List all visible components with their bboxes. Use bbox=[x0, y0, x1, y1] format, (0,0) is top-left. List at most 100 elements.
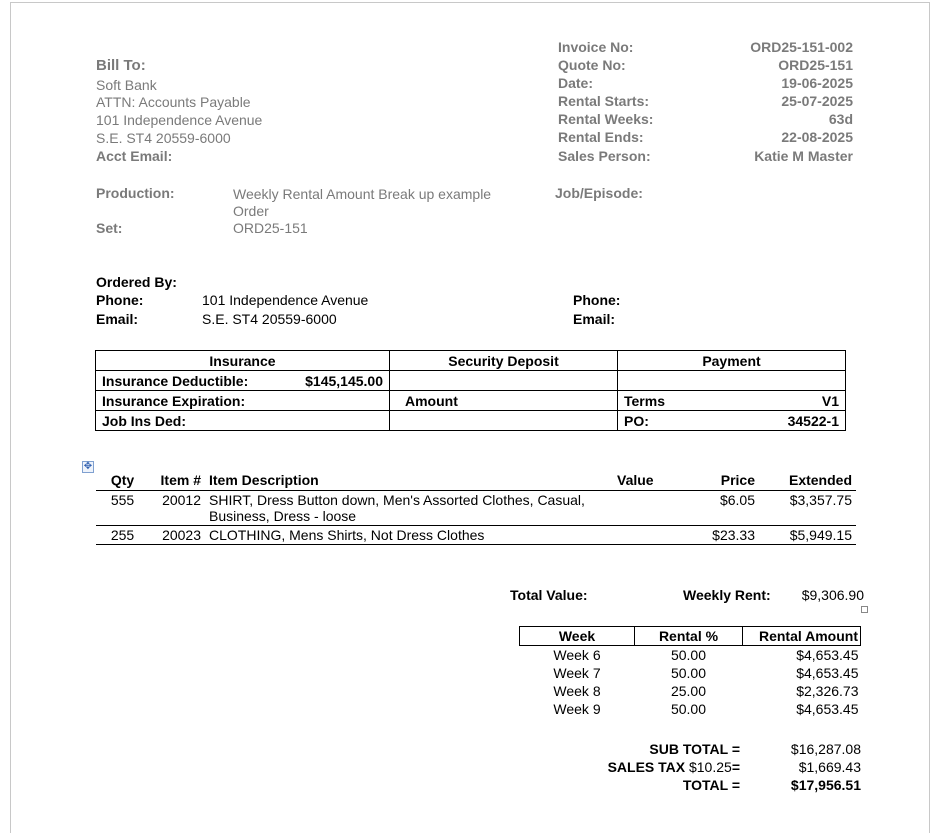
amount-cell: $4,653.45 bbox=[796, 701, 859, 717]
terms-label: Terms bbox=[624, 392, 665, 409]
date-value: 19-06-2025 bbox=[781, 75, 853, 91]
email2-label: Email: bbox=[573, 311, 616, 327]
set-value: ORD25-151 bbox=[233, 220, 308, 236]
description-cell: SHIRT, Dress Button down, Men's Assorted… bbox=[205, 490, 613, 526]
amount-cell: $2,326.73 bbox=[796, 683, 859, 699]
sales-person-label: Sales Person: bbox=[558, 148, 651, 164]
rental-ends-value: 22-08-2025 bbox=[781, 129, 853, 145]
items-table: Qty Item # Item Description Value Price … bbox=[96, 470, 856, 545]
table-row: Week 6 50.00 $4,653.45 bbox=[520, 646, 861, 665]
items-header-row: Qty Item # Item Description Value Price … bbox=[96, 470, 856, 491]
value-header: Value bbox=[613, 470, 681, 491]
quote-no-label: Quote No: bbox=[558, 57, 626, 73]
email-label: Email: bbox=[96, 311, 139, 327]
job-episode-label: Job/Episode: bbox=[555, 185, 643, 201]
total-value-label: Total Value: bbox=[510, 587, 588, 603]
table-row: Week 7 50.00 $4,653.45 bbox=[520, 664, 861, 682]
extended-header: Extended bbox=[759, 470, 856, 491]
po-label: PO: bbox=[624, 412, 649, 429]
production-value: Weekly Rental Amount Break up example bbox=[233, 186, 492, 202]
bill-to-label: Bill To: bbox=[96, 57, 146, 74]
rental-weeks-label: Rental Weeks: bbox=[558, 111, 654, 127]
amount-cell: $4,653.45 bbox=[796, 647, 859, 663]
item-number-cell: 20023 bbox=[149, 525, 205, 545]
subtotal-label: SUB TOTAL = bbox=[649, 741, 740, 757]
table-row: 555 20012 SHIRT, Dress Button down, Men'… bbox=[96, 490, 856, 526]
amount-cell: $4,653.45 bbox=[796, 665, 859, 681]
description-cell: CLOTHING, Mens Shirts, Not Dress Clothes bbox=[205, 525, 613, 545]
set-label: Set: bbox=[96, 220, 123, 236]
weekly-rent-label: Weekly Rent: bbox=[683, 587, 771, 603]
week-cell: Week 8 bbox=[553, 683, 601, 699]
sales-tax-value: $1,669.43 bbox=[798, 759, 861, 775]
date-label: Date: bbox=[558, 75, 594, 91]
payment-header: Payment bbox=[617, 350, 846, 371]
rental-weeks-value: 63d bbox=[828, 111, 853, 127]
insurance-deductible-label: Insurance Deductible: bbox=[102, 372, 249, 389]
security-deposit-header: Security Deposit bbox=[389, 350, 618, 371]
value-cell bbox=[613, 490, 681, 526]
insurance-expiration-label: Insurance Expiration: bbox=[95, 390, 390, 411]
weekly-rental-table: Week Rental % Rental Amount Week 6 50.00 $… bbox=[519, 626, 861, 718]
document-page bbox=[10, 2, 930, 833]
sales-tax: SALES TAX $10.25= bbox=[560, 759, 740, 775]
bill-to-name: Soft Bank bbox=[96, 77, 157, 93]
subtotal-value: $16,287.08 bbox=[790, 741, 861, 757]
invoice-no-label: Invoice No: bbox=[558, 39, 634, 55]
po: PO: 34522-1 bbox=[617, 410, 846, 431]
description-line: Business, Dress - loose bbox=[209, 508, 357, 524]
qty-header: Qty bbox=[96, 470, 149, 491]
item-number-cell: 20012 bbox=[149, 490, 205, 526]
qty-cell: 555 bbox=[96, 490, 149, 526]
insurance-deductible: Insurance Deductible: $145,145.00 bbox=[95, 370, 390, 391]
production-label: Production: bbox=[96, 185, 175, 201]
amount-cell bbox=[389, 410, 618, 431]
sales-person-value: Katie M Master bbox=[754, 148, 853, 164]
phone2-label: Phone: bbox=[573, 292, 621, 308]
sales-tax-rate: $10.25 bbox=[688, 759, 732, 775]
payment-cell bbox=[617, 370, 846, 391]
extended-cell: $5,949.15 bbox=[759, 525, 856, 545]
deposit-cell bbox=[389, 370, 618, 391]
insurance-header: Insurance bbox=[95, 350, 390, 371]
rental-pct-header: Rental % bbox=[634, 626, 743, 646]
acct-email-label: Acct Email: bbox=[96, 148, 173, 164]
rental-starts-label: Rental Starts: bbox=[558, 93, 650, 109]
amount-label: Amount bbox=[389, 390, 618, 411]
phone-label: Phone: bbox=[96, 292, 144, 308]
sales-tax-label: SALES TAX bbox=[607, 759, 686, 775]
table-move-handle-icon[interactable]: ✥ bbox=[82, 461, 94, 473]
rental-amount-header: Rental Amount bbox=[742, 626, 861, 646]
week-cell: Week 6 bbox=[553, 647, 601, 663]
total-label: TOTAL = bbox=[682, 777, 740, 793]
email-value: S.E. ST4 20559-6000 bbox=[202, 311, 337, 327]
rental-starts-value: 25-07-2025 bbox=[781, 93, 853, 109]
resize-handle-icon[interactable] bbox=[861, 606, 868, 613]
production-value-line2: Order bbox=[233, 203, 269, 219]
insurance-table: Insurance Security Deposit Payment Insur… bbox=[95, 350, 846, 431]
insurance-deductible-value: $145,145.00 bbox=[305, 372, 383, 389]
value-cell bbox=[613, 525, 681, 545]
bill-to-attn: ATTN: Accounts Payable bbox=[96, 94, 251, 110]
total-value: $17,956.51 bbox=[790, 777, 861, 793]
weekly-rent-value: $9,306.90 bbox=[801, 587, 864, 603]
table-row: 255 20023 CLOTHING, Mens Shirts, Not Dre… bbox=[96, 525, 856, 545]
qty-cell: 255 bbox=[96, 525, 149, 545]
table-row: Week 9 50.00 $4,653.45 bbox=[520, 700, 861, 718]
table-row: Week 8 25.00 $2,326.73 bbox=[520, 682, 861, 700]
bill-to-address2: S.E. ST4 20559-6000 bbox=[96, 130, 231, 146]
extended-cell: $3,357.75 bbox=[759, 490, 856, 526]
pct-cell: 50.00 bbox=[670, 647, 707, 663]
week-header: Week bbox=[519, 626, 635, 646]
sales-tax-equals: = bbox=[731, 759, 740, 775]
ordered-by-label: Ordered By: bbox=[96, 274, 177, 290]
price-cell: $6.05 bbox=[681, 490, 759, 526]
terms: Terms V1 bbox=[617, 390, 846, 411]
pct-cell: 50.00 bbox=[670, 665, 707, 681]
price-header: Price bbox=[681, 470, 759, 491]
week-cell: Week 7 bbox=[553, 665, 601, 681]
description-line: SHIRT, Dress Button down, Men's Assorted… bbox=[209, 492, 585, 508]
price-cell: $23.33 bbox=[681, 525, 759, 545]
pct-cell: 25.00 bbox=[670, 683, 707, 699]
invoice-no-value: ORD25-151-002 bbox=[750, 39, 853, 55]
